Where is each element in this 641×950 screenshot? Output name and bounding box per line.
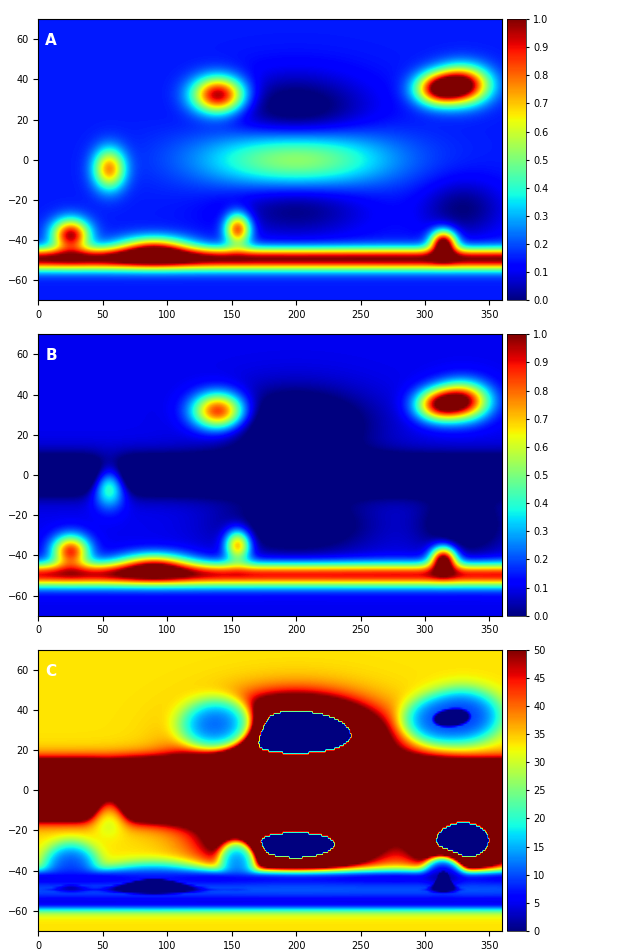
Text: B: B [46, 349, 57, 363]
Text: A: A [46, 33, 57, 48]
Text: C: C [46, 664, 56, 678]
